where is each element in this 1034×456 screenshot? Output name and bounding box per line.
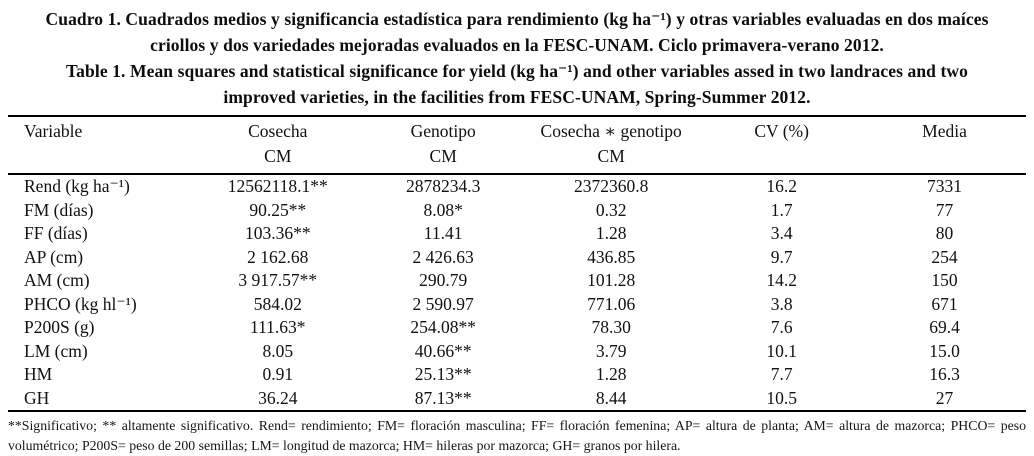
cell-cv: 7.6	[770, 317, 793, 337]
cell-media: 254	[931, 246, 958, 267]
table-row: FM (días) 90.25** 8.08* 0.32 1.7 77	[8, 199, 1026, 223]
cell-cv: 3.8	[770, 293, 793, 314]
cell-media: 69.4	[929, 317, 960, 337]
cell-cosecha-cm: 0.91	[262, 364, 294, 384]
cell-cosecha-cm: 111.63*	[249, 317, 306, 337]
caption-english-line1: Table 1. Mean squares and statistical si…	[66, 61, 968, 81]
header-media-label: Media	[922, 121, 967, 141]
header-variable-label: Variable	[24, 121, 83, 141]
cell-interaccion-cm: 101.28	[587, 270, 636, 290]
cell-variable: FF (días)	[24, 223, 88, 243]
header-genotipo-label: Genotipo	[410, 121, 476, 141]
table-captions: Cuadro 1. Cuadrados medios y significanc…	[0, 0, 1034, 110]
header-genotipo-sub: CM	[429, 146, 457, 166]
cell-cv: 3.4	[770, 223, 793, 243]
cell-genotipo-cm: 87.13**	[414, 387, 472, 408]
table-row: GH 36.24 87.13** 8.44 10.5 27	[8, 387, 1026, 412]
cell-genotipo-cm: 40.66**	[414, 340, 472, 361]
cell-media: 150	[931, 270, 958, 290]
col-header-cv: CV (%)	[700, 116, 863, 174]
cell-interaccion-cm: 1.28	[595, 223, 627, 243]
col-header-genotipo: Genotipo CM	[364, 116, 522, 174]
mean-squares-table: Variable Cosecha CM Genotipo CM Cosecha …	[8, 115, 1026, 412]
cell-cosecha-cm: 90.25**	[249, 199, 307, 220]
caption-spanish-line1: Cuadro 1. Cuadrados medios y significanc…	[45, 9, 989, 29]
cell-cosecha-cm: 103.36**	[244, 223, 311, 243]
cell-interaccion-cm: 2372360.8	[573, 176, 649, 196]
cell-genotipo-cm: 254.08**	[410, 317, 476, 337]
cell-variable: Rend (kg ha⁻¹)	[24, 176, 130, 196]
cell-variable: PHCO (kg hl⁻¹)	[24, 293, 137, 314]
cell-cv: 16.2	[766, 176, 797, 196]
header-cosecha-label: Cosecha	[248, 121, 308, 141]
cell-interaccion-cm: 436.85	[587, 246, 636, 267]
cell-interaccion-cm: 3.79	[595, 340, 627, 361]
cell-variable: HM	[24, 364, 53, 384]
cell-genotipo-cm: 8.08*	[423, 199, 463, 220]
table-body: Rend (kg ha⁻¹) 12562118.1** 2878234.3 23…	[8, 174, 1026, 411]
cell-variable: LM (cm)	[24, 340, 88, 361]
cell-media: 27	[935, 387, 954, 408]
cell-interaccion-cm: 8.44	[595, 387, 627, 408]
table-row: AM (cm) 3 917.57** 290.79 101.28 14.2 15…	[8, 269, 1026, 293]
cell-genotipo-cm: 2878234.3	[405, 176, 481, 196]
table-row: Rend (kg ha⁻¹) 12562118.1** 2878234.3 23…	[8, 174, 1026, 199]
cell-genotipo-cm: 11.41	[423, 223, 463, 243]
header-cosecha-sub: CM	[264, 146, 292, 166]
cell-cosecha-cm: 3 917.57**	[238, 270, 318, 290]
cell-interaccion-cm: 1.28	[595, 364, 627, 384]
table-row: FF (días) 103.36** 11.41 1.28 3.4 80	[8, 222, 1026, 246]
header-cosecha-genotipo-sub: CM	[597, 146, 625, 166]
table-header: Variable Cosecha CM Genotipo CM Cosecha …	[8, 116, 1026, 174]
header-cv-label: CV (%)	[754, 121, 809, 141]
cell-interaccion-cm: 0.32	[595, 199, 627, 220]
cell-variable: AP (cm)	[24, 246, 84, 267]
table-row: P200S (g) 111.63* 254.08** 78.30 7.6 69.…	[8, 316, 1026, 340]
table-row: LM (cm) 8.05 40.66** 3.79 10.1 15.0	[8, 340, 1026, 364]
cell-cosecha-cm: 12562118.1**	[227, 176, 328, 196]
col-header-cosecha-genotipo: Cosecha ∗ genotipo CM	[522, 116, 700, 174]
header-cosecha-genotipo-label: Cosecha ∗ genotipo	[540, 121, 682, 141]
cell-media: 16.3	[929, 364, 960, 384]
header-row: Variable Cosecha CM Genotipo CM Cosecha …	[8, 116, 1026, 174]
cell-variable: P200S (g)	[24, 317, 95, 337]
cell-cv: 9.7	[770, 246, 793, 267]
cell-interaccion-cm: 78.30	[591, 317, 631, 337]
cell-cosecha-cm: 36.24	[258, 387, 298, 408]
caption-english-line2: improved varieties, in the facilities fr…	[223, 87, 811, 107]
cell-genotipo-cm: 25.13**	[414, 364, 472, 384]
cell-media: 80	[935, 223, 954, 243]
col-header-variable: Variable	[8, 116, 191, 174]
table-row: HM 0.91 25.13** 1.28 7.7 16.3	[8, 363, 1026, 387]
cell-media: 77	[935, 199, 954, 220]
cell-variable: AM (cm)	[24, 270, 90, 290]
cell-genotipo-cm: 2 426.63	[412, 246, 474, 267]
cell-genotipo-cm: 2 590.97	[412, 293, 474, 314]
caption-spanish-line2: criollos y dos variedades mejoradas eval…	[150, 35, 884, 55]
table-footnote: **Significativo; ** altamente significat…	[8, 418, 1026, 453]
cell-cv: 7.7	[770, 364, 793, 384]
cell-cv: 10.5	[766, 387, 797, 408]
cell-cosecha-cm: 8.05	[262, 340, 294, 361]
cell-media: 671	[931, 293, 958, 314]
col-header-media: Media	[863, 116, 1026, 174]
cell-cv: 1.7	[770, 199, 793, 220]
cell-variable: FM (días)	[24, 199, 94, 220]
cell-cosecha-cm: 584.02	[253, 293, 302, 314]
table-row: PHCO (kg hl⁻¹) 584.02 2 590.97 771.06 3.…	[8, 293, 1026, 317]
col-header-cosecha: Cosecha CM	[191, 116, 364, 174]
cell-interaccion-cm: 771.06	[587, 293, 636, 314]
table-row: AP (cm) 2 162.68 2 426.63 436.85 9.7 254	[8, 246, 1026, 270]
cell-media: 7331	[927, 176, 963, 196]
cell-cv: 14.2	[766, 270, 797, 290]
cell-cv: 10.1	[766, 340, 797, 361]
cell-media: 15.0	[929, 340, 960, 361]
cell-genotipo-cm: 290.79	[419, 270, 468, 290]
cell-variable: GH	[24, 387, 50, 408]
cell-cosecha-cm: 2 162.68	[247, 246, 309, 267]
